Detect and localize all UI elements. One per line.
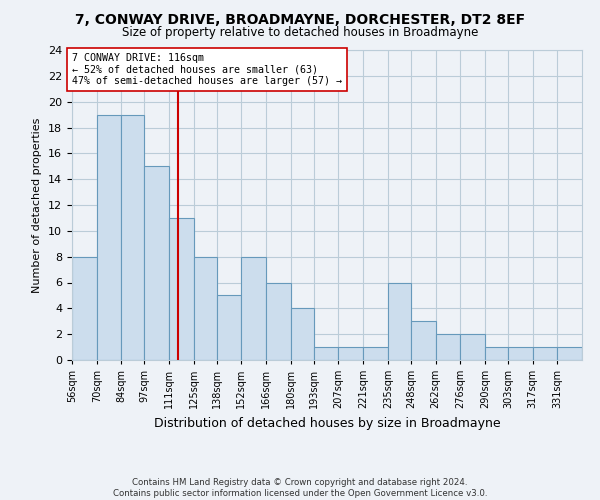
Bar — [266, 282, 291, 360]
Bar — [72, 256, 97, 360]
Bar — [314, 347, 338, 360]
Bar — [485, 347, 508, 360]
Text: Contains HM Land Registry data © Crown copyright and database right 2024.
Contai: Contains HM Land Registry data © Crown c… — [113, 478, 487, 498]
Bar — [436, 334, 460, 360]
Bar — [363, 347, 388, 360]
X-axis label: Distribution of detached houses by size in Broadmayne: Distribution of detached houses by size … — [154, 416, 500, 430]
Text: 7 CONWAY DRIVE: 116sqm
← 52% of detached houses are smaller (63)
47% of semi-det: 7 CONWAY DRIVE: 116sqm ← 52% of detached… — [72, 52, 342, 86]
Bar — [217, 296, 241, 360]
Text: 7, CONWAY DRIVE, BROADMAYNE, DORCHESTER, DT2 8EF: 7, CONWAY DRIVE, BROADMAYNE, DORCHESTER,… — [75, 12, 525, 26]
Bar — [557, 347, 582, 360]
Text: Size of property relative to detached houses in Broadmayne: Size of property relative to detached ho… — [122, 26, 478, 39]
Bar — [460, 334, 485, 360]
Bar — [241, 256, 266, 360]
Bar — [97, 114, 121, 360]
Y-axis label: Number of detached properties: Number of detached properties — [32, 118, 43, 292]
Bar — [533, 347, 557, 360]
Bar — [194, 256, 217, 360]
Bar — [145, 166, 169, 360]
Bar — [291, 308, 314, 360]
Bar — [121, 114, 145, 360]
Bar — [508, 347, 533, 360]
Bar — [411, 322, 436, 360]
Bar — [338, 347, 363, 360]
Bar — [388, 282, 411, 360]
Bar — [169, 218, 194, 360]
